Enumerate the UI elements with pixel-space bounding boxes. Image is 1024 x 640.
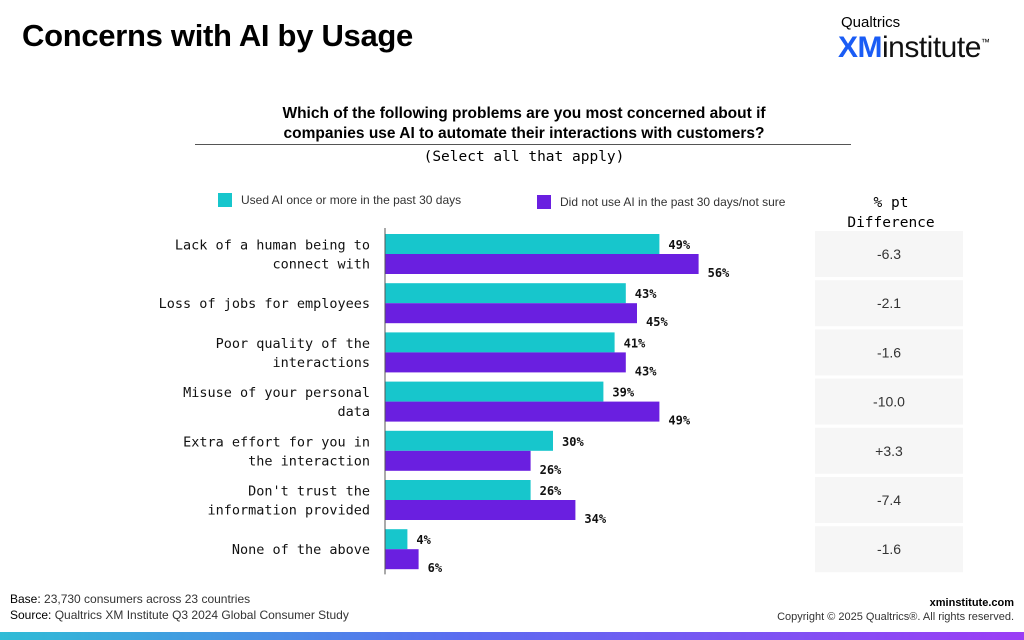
bottom-gradient-bar [0,632,1024,640]
difference-value: -6.3 [877,246,901,262]
bar-used-ai [385,430,553,451]
bar-used-ai [385,234,660,254]
difference-value: -1.6 [877,541,901,557]
brand-institute: institute [882,31,981,64]
difference-header-line-1: % pt [873,195,909,211]
data-label: 49% [668,238,690,252]
footer-source-text: Qualtrics XM Institute Q3 2024 Global Co… [51,608,349,622]
bar-not-used-ai [385,500,576,520]
bar-not-used-ai [385,303,637,324]
data-label: 39% [612,386,634,400]
data-label: 26% [540,463,562,477]
data-label: 30% [562,435,584,449]
difference-cell-bg [815,378,963,425]
footer-base: Base: 23,730 consumers across 23 countri… [10,592,250,606]
legend-swatch-used-ai [218,193,232,207]
bar-used-ai [385,480,531,500]
bar-used-ai [385,332,615,353]
brand-trademark: ™ [980,37,990,47]
bar-not-used-ai [385,549,419,570]
brand-qualtrics: Qualtrics [841,14,901,31]
data-label: 45% [646,315,668,329]
difference-cell-bg [815,477,963,523]
survey-question: Which of the following problems are you … [195,104,853,144]
category-label: Lack of a human being to [175,238,370,254]
category-label: data [337,404,370,420]
footer-source-label: Source: [10,608,52,622]
brand-xm-institute: XMinstitute™ [838,31,990,65]
bar-not-used-ai [385,450,531,471]
bar-used-ai [385,529,408,550]
difference-cell-bg [815,526,963,573]
bar-not-used-ai [385,352,626,373]
legend-item-used-ai: Used AI once or more in the past 30 days [218,193,461,207]
page-title: Concerns with AI by Usage [22,18,413,53]
data-label: 43% [635,287,657,301]
category-label: Extra effort for you in [183,434,370,450]
difference-cell-bg [815,427,963,474]
brand-xm: XM [838,31,883,64]
difference-value: -1.6 [877,344,901,360]
question-instruction: (Select all that apply) [423,149,625,165]
data-label: 56% [708,266,730,280]
category-label: the interaction [248,453,370,469]
question-line-2: companies use AI to automate their inter… [283,125,765,142]
category-label: Misuse of your personal [183,385,370,401]
data-label: 41% [624,336,646,350]
category-label: Poor quality of the [216,336,370,352]
difference-cell-bg [815,231,963,277]
difference-value: -2.1 [877,295,901,311]
bar-not-used-ai [385,401,660,422]
footer-site: xminstitute.com [929,597,1014,609]
data-label: 43% [635,364,657,378]
data-label: 6% [428,561,443,575]
question-divider [195,144,851,145]
legend-label-used-ai: Used AI once or more in the past 30 days [241,193,462,207]
difference-cell-bg [815,280,963,327]
difference-value: -10.0 [873,394,905,410]
question-line-1: Which of the following problems are you … [282,105,766,122]
legend-label-not-used-ai: Did not use AI in the past 30 days/not s… [560,195,786,209]
footer-copyright: Copyright © 2025 Qualtrics®. All rights … [777,611,1014,623]
difference-header: % pt Difference [838,193,944,233]
category-label: connect with [272,257,370,273]
difference-header-line-2: Difference [847,215,935,231]
difference-cell-bg [815,329,963,376]
bar-used-ai [385,381,604,402]
category-label: None of the above [232,542,370,558]
footer-base-text: 23,730 consumers across 23 countries [40,592,251,606]
category-label: Don't trust the [248,484,370,500]
bar-not-used-ai [385,254,699,274]
data-label: 49% [668,414,690,428]
category-label: Loss of jobs for employees [159,296,370,312]
category-label: information provided [207,503,370,519]
category-label: interactions [272,355,370,371]
legend-swatch-not-used-ai [537,195,551,209]
difference-value: +3.3 [875,443,903,459]
bar-used-ai [385,283,626,304]
difference-value: -7.4 [877,492,901,508]
footer-base-label: Base: [10,592,41,606]
footer-source: Source: Qualtrics XM Institute Q3 2024 G… [10,608,349,622]
data-label: 4% [416,533,431,547]
data-label: 34% [584,512,606,526]
legend-item-not-used-ai: Did not use AI in the past 30 days/not s… [537,195,785,209]
data-label: 26% [540,484,562,498]
